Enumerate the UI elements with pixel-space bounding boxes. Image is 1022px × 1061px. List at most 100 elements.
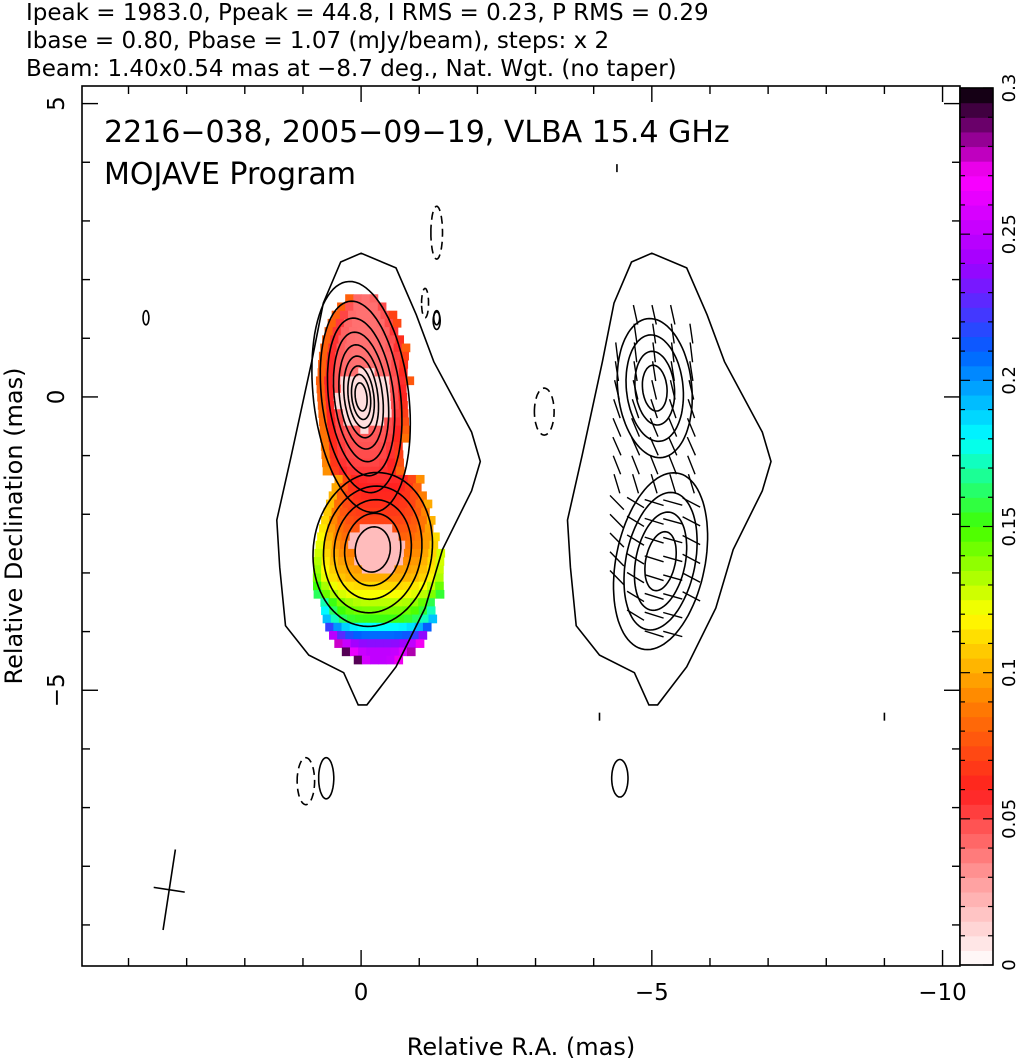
- fractional-polarization-image: [312, 294, 446, 665]
- colorbar-segment: [960, 511, 993, 528]
- pixel: [370, 458, 380, 468]
- pixel: [402, 631, 411, 640]
- evpa-vector: [663, 574, 683, 581]
- y-axis-label: Relative Declination (mas): [0, 367, 28, 684]
- pixel: [395, 589, 404, 599]
- pixel: [350, 359, 360, 369]
- pixel: [411, 557, 420, 566]
- evpa-vector: [651, 361, 657, 382]
- pixel: [361, 294, 371, 303]
- colorbar-segment: [960, 774, 993, 791]
- pixel: [337, 302, 346, 312]
- pixel: [426, 598, 435, 607]
- evpa-vector: [682, 591, 701, 602]
- pixel: [314, 548, 324, 558]
- pixel: [390, 392, 400, 402]
- pixel: [334, 401, 343, 410]
- pixel: [318, 524, 328, 533]
- pixel: [365, 327, 374, 336]
- pixel: [328, 598, 338, 607]
- pixel: [395, 614, 405, 624]
- pixel: [381, 327, 391, 336]
- pixel: [415, 474, 425, 484]
- pixel: [347, 507, 357, 517]
- pixel: [412, 483, 422, 492]
- polarized-contour: [633, 511, 688, 612]
- pixel: [329, 565, 338, 575]
- evpa-vector: [626, 609, 645, 621]
- colorbar-segment: [960, 862, 993, 878]
- evpa-vector: [631, 417, 641, 437]
- pixel: [334, 359, 343, 369]
- pixel: [383, 639, 392, 648]
- pixel: [418, 631, 428, 640]
- pixel: [415, 639, 425, 648]
- intensity-contour: [322, 485, 423, 614]
- pixel: [399, 474, 409, 484]
- pixel: [396, 483, 406, 492]
- pixel: [407, 639, 417, 648]
- pixel: [379, 614, 389, 624]
- colorbar-tick-label: 0: [999, 959, 1020, 970]
- pixel: [382, 401, 392, 410]
- pixel: [320, 573, 330, 583]
- colorbar-segment: [960, 935, 993, 951]
- pixel: [369, 491, 379, 501]
- colorbar-segment: [960, 833, 993, 849]
- pixel: [382, 392, 391, 402]
- pixel: [435, 565, 444, 575]
- colorbar-segment: [960, 292, 993, 308]
- pixel: [354, 557, 363, 566]
- pixel: [353, 631, 363, 640]
- pixel: [329, 581, 338, 591]
- pixel: [390, 622, 399, 632]
- pixel: [421, 540, 431, 550]
- pixel: [346, 548, 356, 558]
- pixel: [358, 368, 367, 377]
- pixel: [321, 606, 330, 616]
- evpa-vector: [669, 304, 676, 325]
- pixel: [349, 622, 359, 632]
- colorbar-segment: [960, 146, 993, 162]
- pixel: [412, 507, 422, 517]
- evpa-vector: [644, 592, 664, 601]
- pixel: [371, 548, 381, 558]
- pixel: [361, 442, 371, 451]
- evpa-vector: [613, 399, 621, 419]
- pixel: [429, 540, 439, 550]
- pixel: [321, 581, 330, 591]
- colorbar-segment: [960, 409, 993, 425]
- pixel: [369, 302, 379, 312]
- pixel: [380, 540, 390, 550]
- negative-contour: [296, 756, 316, 806]
- pixel: [422, 622, 432, 632]
- negative-contour: [533, 387, 555, 436]
- pixel: [357, 532, 367, 542]
- pixel: [329, 516, 338, 525]
- evpa-vector: [652, 323, 657, 344]
- evpa-vector: [668, 399, 677, 419]
- pixel: [394, 581, 404, 591]
- pixel: [389, 376, 398, 386]
- pixel: [353, 294, 362, 303]
- pixel: [394, 516, 403, 525]
- colorbar-segment: [960, 541, 993, 557]
- pixel: [361, 565, 371, 575]
- pixel: [372, 540, 382, 550]
- pixel: [338, 548, 348, 558]
- pixel: [394, 565, 404, 575]
- pixel: [369, 573, 379, 583]
- pixel: [369, 565, 379, 575]
- header: Ipeak = 1983.0, Ppeak = 44.8, I RMS = 0.…: [26, 0, 709, 82]
- pixel: [378, 565, 387, 575]
- intensity-contour: [319, 300, 403, 494]
- pixel: [428, 614, 438, 624]
- pixel: [379, 466, 389, 476]
- pixel: [402, 606, 412, 616]
- pixel: [378, 450, 388, 460]
- pixel: [415, 499, 425, 509]
- pixel: [377, 491, 387, 501]
- pixel: [402, 581, 412, 591]
- colorbar-segment: [960, 658, 993, 674]
- pixel: [320, 598, 330, 607]
